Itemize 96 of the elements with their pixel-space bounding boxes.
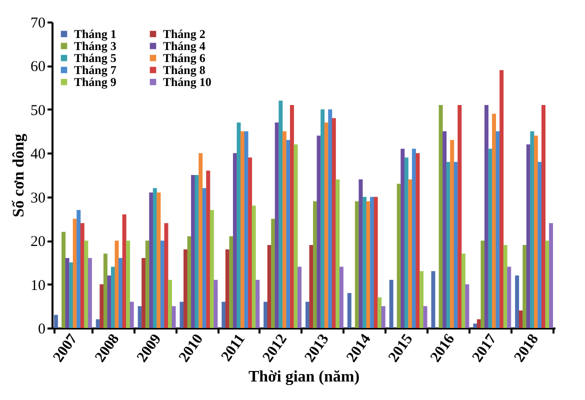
- y-tick-label: 30: [30, 190, 46, 206]
- bar: [256, 280, 260, 328]
- bar: [336, 179, 340, 328]
- bar: [290, 105, 294, 328]
- bar: [484, 105, 488, 328]
- bar: [461, 254, 466, 328]
- bar: [88, 258, 92, 328]
- y-tick-label: 10: [30, 278, 46, 294]
- bar: [530, 131, 534, 328]
- bar: [347, 293, 352, 328]
- y-tick-label: 20: [30, 234, 46, 250]
- y-tick-label: 60: [30, 59, 46, 76]
- bar: [184, 249, 188, 328]
- bar: [222, 302, 226, 328]
- y-tick-label: 70: [30, 16, 46, 32]
- bar: [122, 214, 126, 328]
- bar: [400, 148, 405, 328]
- bar: [264, 302, 268, 328]
- bar: [206, 170, 210, 328]
- bar: [118, 258, 123, 328]
- bar: [110, 266, 115, 328]
- bar: [465, 284, 470, 328]
- bar: [358, 179, 363, 328]
- y-tick-label: 40: [30, 146, 46, 163]
- bar: [69, 262, 74, 328]
- bar: [389, 280, 394, 328]
- bar: [142, 258, 146, 328]
- bar: [431, 271, 436, 328]
- x-axis-title: Thời gian (năm): [248, 368, 360, 386]
- bar: [76, 210, 81, 328]
- bar: [214, 280, 218, 328]
- bar: [328, 109, 332, 328]
- bar: [423, 306, 428, 328]
- bar: [374, 196, 378, 328]
- bar: [180, 302, 184, 328]
- bar: [156, 192, 161, 328]
- bar: [480, 240, 485, 328]
- bar: [515, 276, 520, 328]
- bar: [100, 284, 104, 328]
- bar: [172, 306, 176, 328]
- bar: [286, 140, 290, 328]
- bar: [500, 70, 504, 328]
- bar: [305, 302, 310, 328]
- bar: [450, 140, 454, 328]
- bar: [164, 223, 168, 328]
- bar: [419, 271, 424, 328]
- bar: [229, 236, 234, 328]
- bar: [248, 158, 252, 328]
- bar: [492, 114, 496, 328]
- bar: [62, 232, 66, 328]
- y-axis-title: Số cơn dông: [10, 134, 28, 218]
- y-tick-label: 0: [38, 322, 46, 338]
- bar: [298, 266, 302, 328]
- bar: [458, 105, 462, 328]
- bar: [240, 131, 245, 328]
- bar: [381, 306, 386, 328]
- bar: [210, 210, 214, 328]
- bar: [503, 244, 508, 328]
- bar: [271, 218, 276, 328]
- bar: [252, 206, 256, 328]
- bar: [442, 131, 447, 328]
- bar: [130, 302, 134, 328]
- legend-label: Tháng 2: [163, 27, 206, 41]
- bar: [80, 223, 84, 328]
- bar: [114, 240, 119, 328]
- bar: [538, 162, 542, 328]
- bar: [84, 240, 88, 328]
- bar: [332, 118, 336, 328]
- bar: [408, 179, 412, 328]
- bar: [149, 192, 154, 328]
- bar: [473, 324, 478, 328]
- bar: [339, 266, 344, 328]
- bar: [488, 148, 492, 328]
- bar: [320, 109, 325, 328]
- bar: [191, 175, 196, 328]
- bar: [126, 240, 130, 328]
- bar: [522, 244, 527, 328]
- bar: [236, 122, 241, 328]
- bar: [168, 280, 172, 328]
- y-tick-label: 50: [30, 102, 46, 119]
- bar: [378, 297, 382, 328]
- bar: [313, 201, 318, 328]
- bar: [549, 223, 554, 328]
- bar: [103, 254, 108, 328]
- bar: [507, 266, 512, 328]
- bar: [198, 153, 203, 328]
- bar: [362, 196, 366, 328]
- bar: [294, 144, 298, 328]
- bar: [545, 240, 550, 328]
- bar: [416, 153, 420, 328]
- bar: [541, 105, 546, 328]
- bar: [370, 196, 374, 328]
- bar: [107, 276, 112, 328]
- bar: [278, 100, 283, 328]
- legend-label: Tháng 1: [74, 27, 116, 41]
- bar: [54, 314, 58, 328]
